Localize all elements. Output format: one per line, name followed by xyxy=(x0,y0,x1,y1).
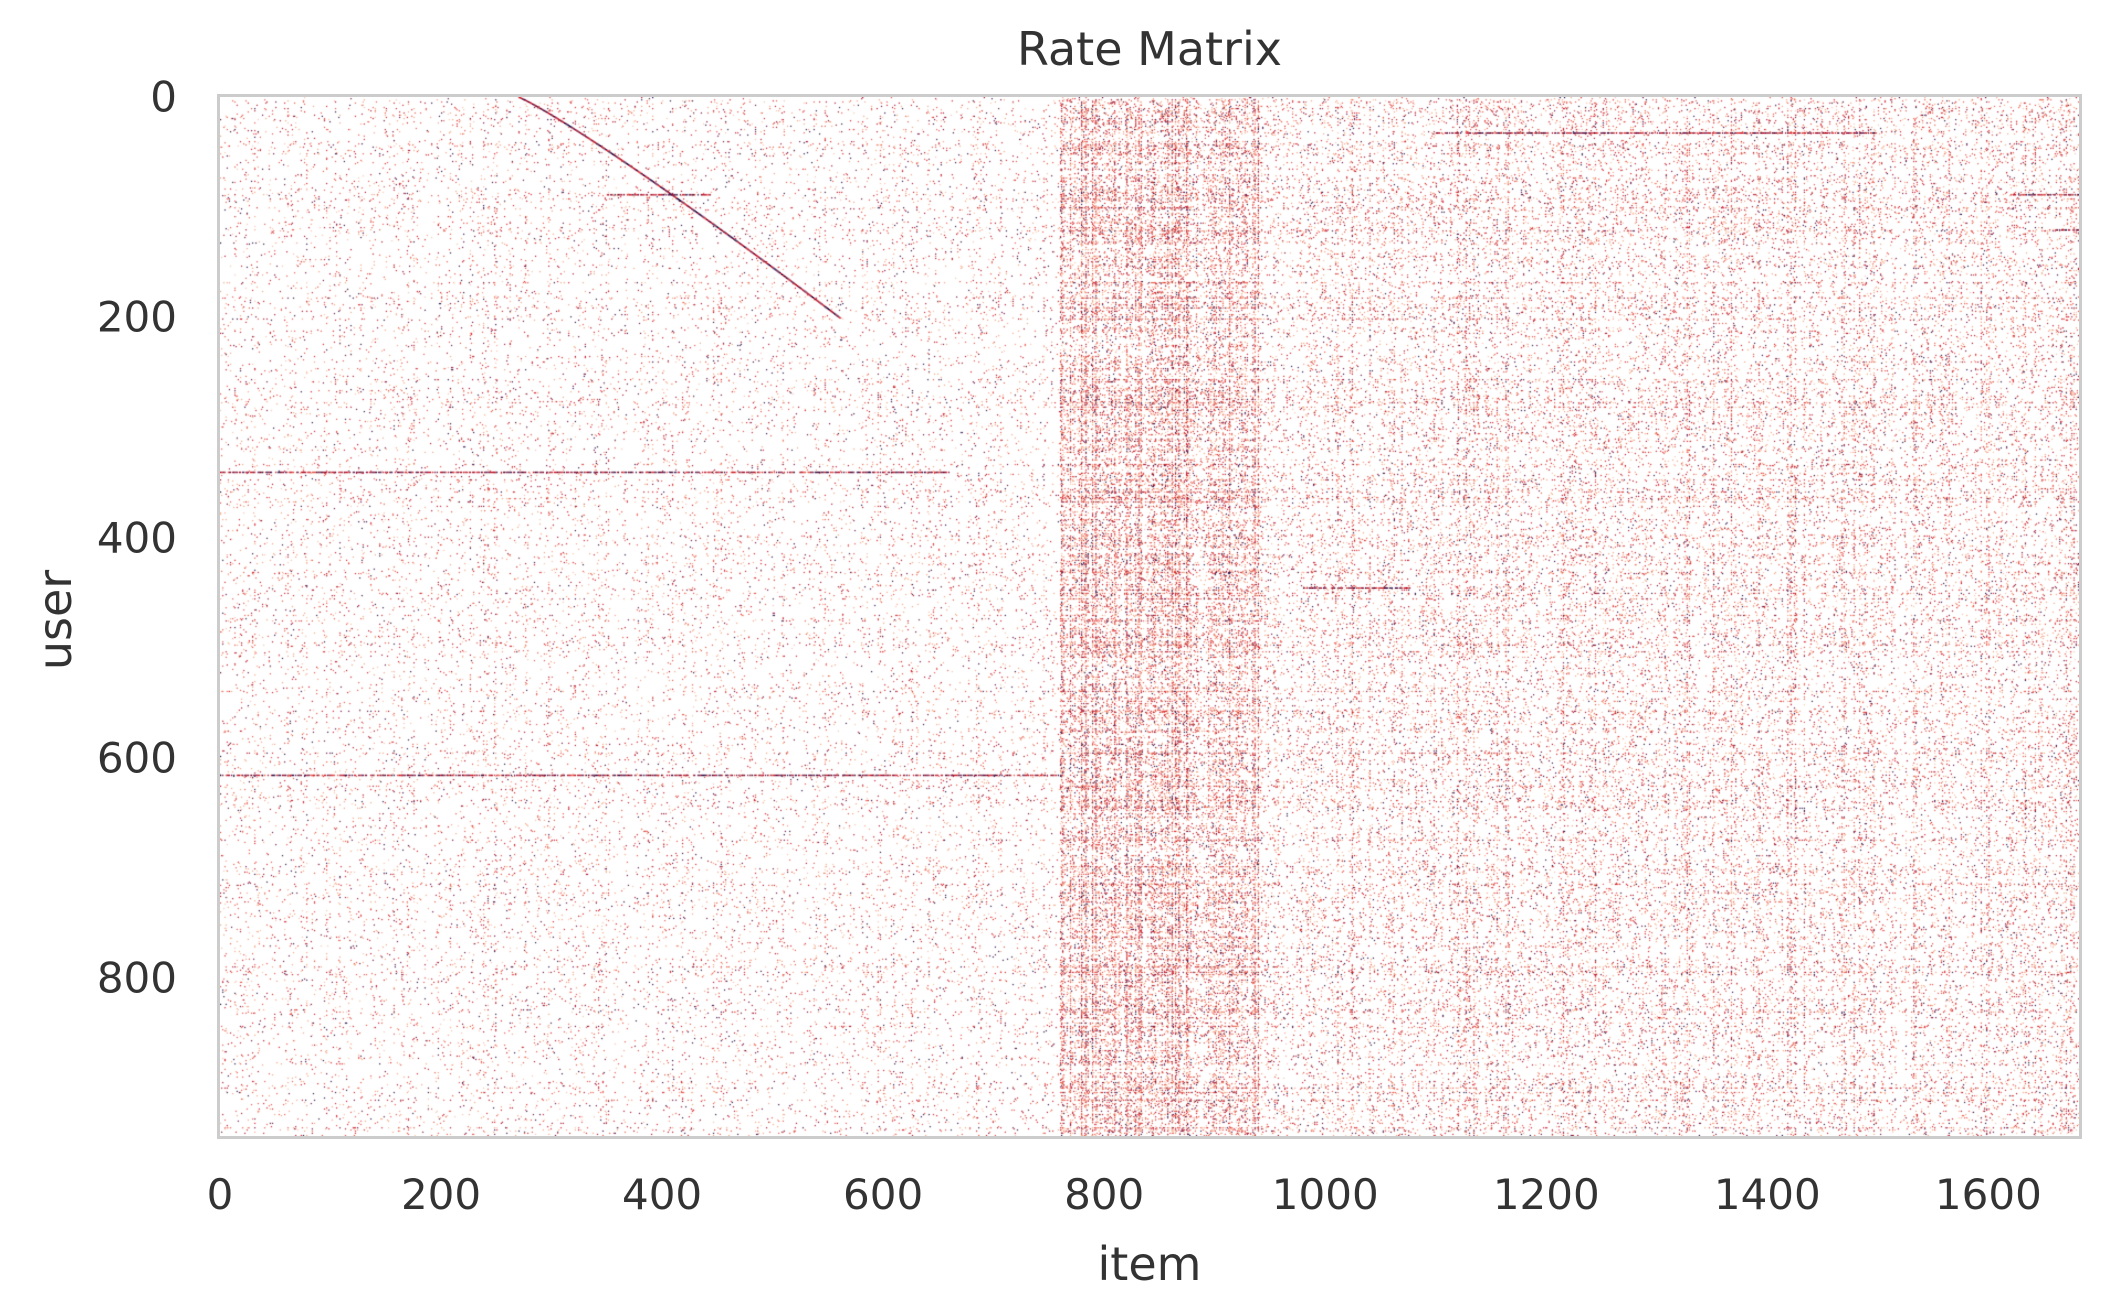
y-tick-label: 0 xyxy=(150,72,177,122)
y-axis-label: user xyxy=(28,569,82,671)
chart-title: Rate Matrix xyxy=(1017,22,1282,76)
x-tick-label: 0 xyxy=(206,1170,234,1219)
x-tick-label: 1200 xyxy=(1492,1170,1600,1219)
x-tick-label: 200 xyxy=(400,1170,482,1219)
x-tick-label: 1000 xyxy=(1271,1170,1379,1219)
plot-area xyxy=(217,94,2082,1139)
x-tick-label: 1400 xyxy=(1713,1170,1821,1219)
x-tick-label: 800 xyxy=(1064,1170,1145,1219)
y-tick-label: 600 xyxy=(96,733,177,783)
x-tick-label: 400 xyxy=(621,1170,703,1219)
y-tick-label: 400 xyxy=(96,513,177,563)
rating-heatmap xyxy=(220,97,2079,1136)
y-tick-label: 200 xyxy=(96,292,177,342)
y-tick-label: 800 xyxy=(96,953,177,1003)
x-tick-label: 600 xyxy=(843,1170,924,1219)
x-tick-label: 1600 xyxy=(1934,1170,2042,1219)
x-axis-label: item xyxy=(1097,1237,1202,1291)
